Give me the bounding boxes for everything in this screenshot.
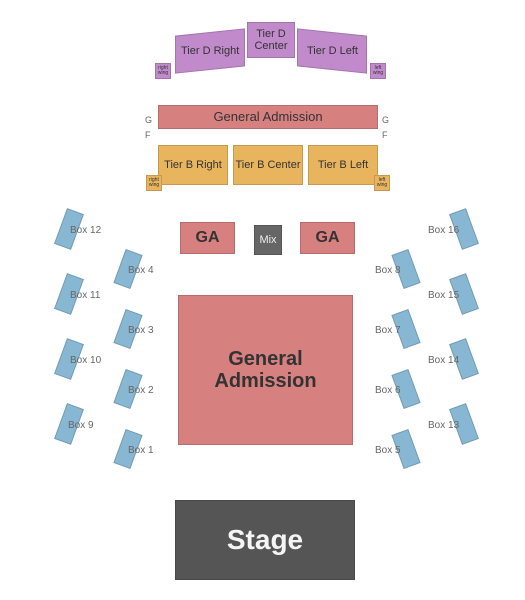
- tier-d-0[interactable]: Tier D Right: [175, 28, 245, 73]
- text-label: Box 10: [70, 355, 101, 366]
- text-label: Box 11: [70, 290, 100, 301]
- text-label: Box 12: [70, 225, 101, 236]
- text-label: Box 7: [375, 325, 401, 336]
- ga-small-right[interactable]: GA: [300, 222, 355, 254]
- tier-d-wing-0[interactable]: right wing: [155, 63, 171, 79]
- tier-b-2[interactable]: Tier B Left: [308, 145, 378, 185]
- text-label: Box 1: [128, 445, 154, 456]
- tier-b-wing-0[interactable]: right wing: [146, 175, 162, 191]
- tier-b-0[interactable]: Tier B Right: [158, 145, 228, 185]
- text-label: Box 4: [128, 265, 154, 276]
- tier-b-wing-1[interactable]: left wing: [374, 175, 390, 191]
- tier-d-2[interactable]: Tier D Left: [297, 28, 367, 73]
- stage: Stage: [175, 500, 355, 580]
- text-label: G: [145, 115, 152, 125]
- text-label: Box 5: [375, 445, 401, 456]
- text-label: G: [382, 115, 389, 125]
- tier-d-1[interactable]: Tier D Center: [247, 22, 295, 58]
- text-label: Box 13: [428, 420, 459, 431]
- tier-b-1[interactable]: Tier B Center: [233, 145, 303, 185]
- text-label: Box 6: [375, 385, 401, 396]
- text-label: Box 16: [428, 225, 459, 236]
- text-label: F: [382, 130, 388, 140]
- ga-main[interactable]: General Admission: [178, 295, 353, 445]
- text-label: Box 14: [428, 355, 459, 366]
- tier-d-wing-1[interactable]: left wing: [370, 63, 386, 79]
- text-label: Box 8: [375, 265, 401, 276]
- ga-small-left[interactable]: GA: [180, 222, 235, 254]
- ga-upper[interactable]: General Admission: [158, 105, 378, 129]
- mix: Mix: [254, 225, 282, 255]
- text-label: Box 9: [68, 420, 94, 431]
- text-label: F: [145, 130, 151, 140]
- text-label: Box 15: [428, 290, 459, 301]
- text-label: Box 3: [128, 325, 154, 336]
- text-label: Box 2: [128, 385, 154, 396]
